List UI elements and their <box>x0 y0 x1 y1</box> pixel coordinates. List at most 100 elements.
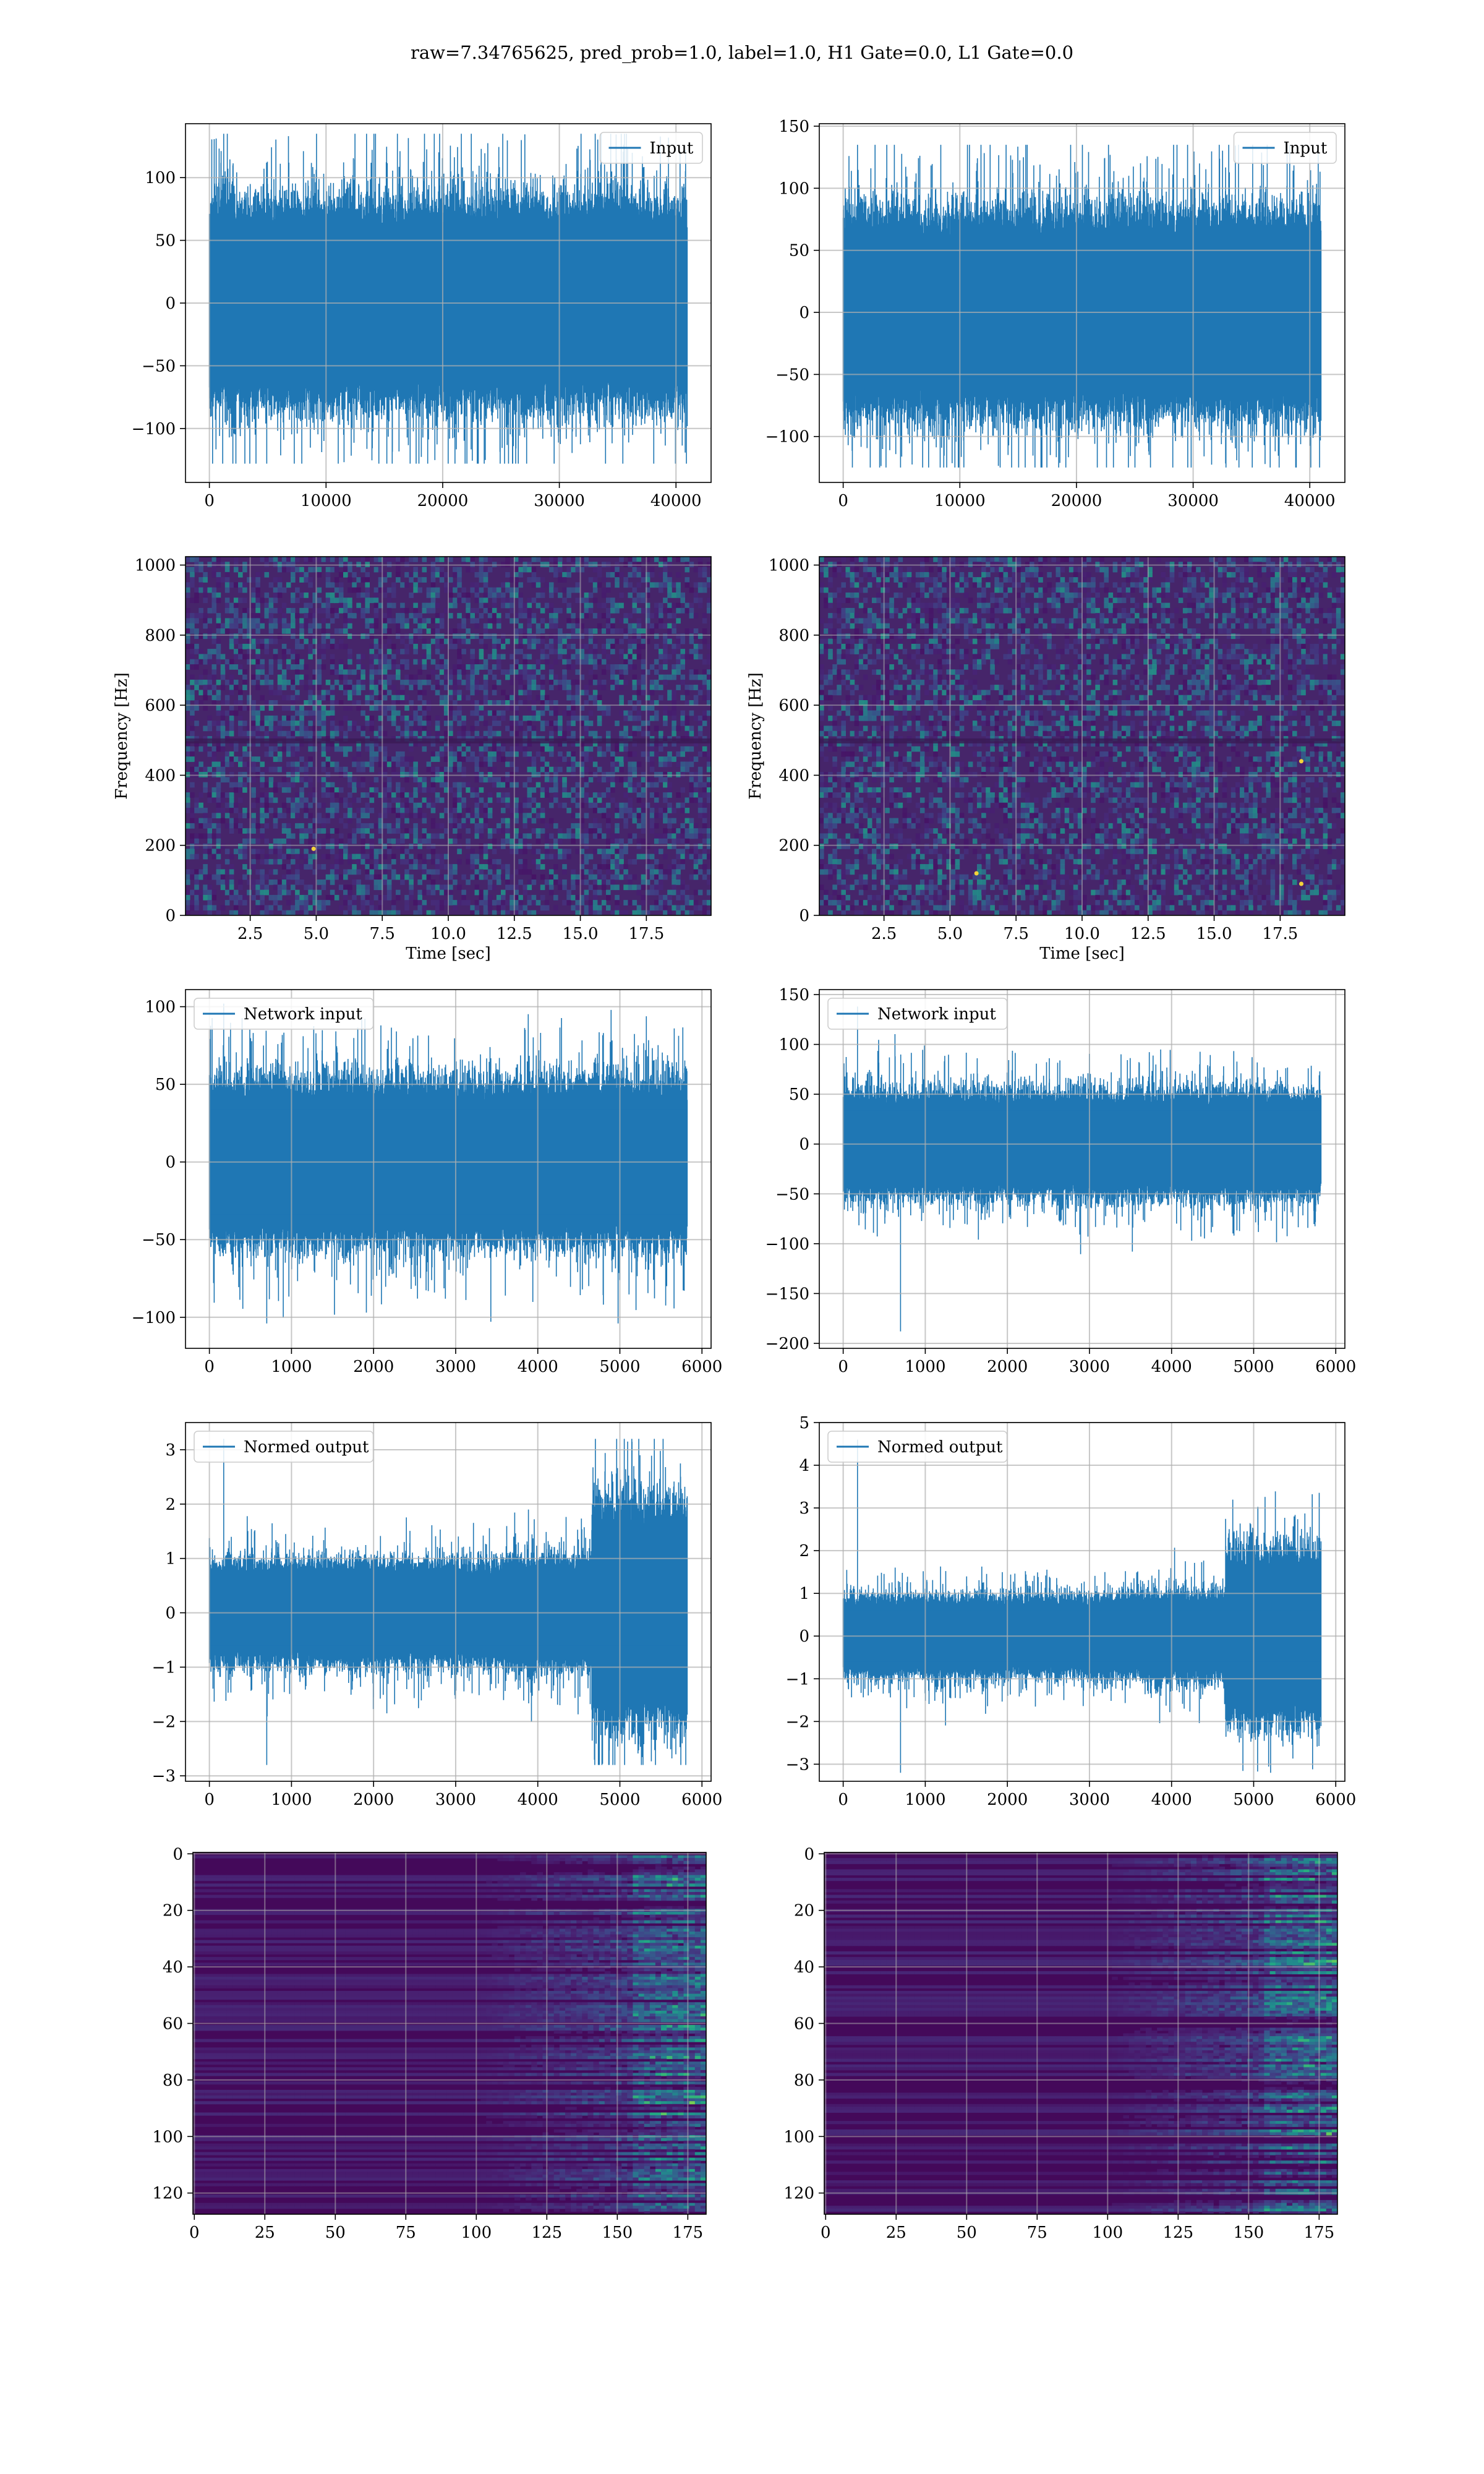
heatmap-cell <box>845 593 851 598</box>
heatmap-cell <box>417 618 422 624</box>
heatmap-cell <box>706 782 712 788</box>
heatmap-cell <box>352 854 357 860</box>
heatmap-cell <box>571 751 576 757</box>
heatmap-cell <box>400 808 405 813</box>
heatmap-cell <box>264 638 270 644</box>
heatmap-cell <box>461 721 466 726</box>
heatmap-cell <box>702 721 707 726</box>
heatmap-cell <box>461 623 466 629</box>
heatmap-cell <box>356 766 361 773</box>
heatmap-cell <box>338 587 344 593</box>
heatmap-cell <box>654 838 659 844</box>
heatmap-cell <box>338 664 344 670</box>
heatmap-cell <box>373 623 379 629</box>
heatmap-cell <box>457 597 462 604</box>
heatmap-cell <box>636 593 642 598</box>
heatmap-cell <box>824 679 829 685</box>
heatmap-cell <box>277 889 283 896</box>
heatmap-cell <box>584 894 589 901</box>
heatmap-cell <box>365 587 370 593</box>
heatmap-cell <box>584 730 589 737</box>
heatmap-cell <box>211 633 217 640</box>
heatmap-cell <box>291 772 296 777</box>
heatmap-cell <box>540 854 545 860</box>
heatmap-cell <box>514 844 519 849</box>
heatmap-cell <box>706 838 712 844</box>
heatmap-cell <box>819 864 824 870</box>
heatmap-cell <box>207 607 212 614</box>
heatmap-cell <box>628 571 633 578</box>
heatmap-cell <box>841 905 846 911</box>
heatmap-cell <box>268 849 274 855</box>
heatmap-cell <box>676 864 681 870</box>
heatmap-cell <box>588 710 594 716</box>
heatmap-cell <box>224 823 230 829</box>
heatmap-cell <box>186 623 190 629</box>
heatmap-cell <box>242 751 247 757</box>
heatmap-cell <box>667 802 672 808</box>
heatmap-cell <box>413 900 418 905</box>
heatmap-cell <box>632 674 638 680</box>
heatmap-cell <box>435 679 440 685</box>
heatmap-cell <box>439 813 445 819</box>
heatmap-cell <box>453 838 458 844</box>
heatmap-cell <box>348 854 352 860</box>
heatmap-cell <box>693 905 699 911</box>
heatmap-cell <box>531 571 537 578</box>
heatmap-cell <box>632 761 638 768</box>
heatmap-cell <box>203 705 208 711</box>
heatmap-cell <box>242 828 247 834</box>
heatmap-cell <box>430 685 436 690</box>
heatmap-cell <box>548 751 554 757</box>
heatmap-cell <box>588 854 594 860</box>
heatmap-cell <box>566 664 571 670</box>
heatmap-cell <box>667 593 672 598</box>
heatmap-cell <box>483 900 488 905</box>
heatmap-cell <box>544 700 550 706</box>
heatmap-cell <box>194 685 199 690</box>
heatmap-cell <box>207 894 212 901</box>
heatmap-cell <box>378 567 383 573</box>
heatmap-cell <box>514 577 519 583</box>
heatmap-cell <box>304 761 309 768</box>
heatmap-cell <box>702 685 707 690</box>
heatmap-cell <box>619 756 624 762</box>
heatmap-cell <box>435 623 440 629</box>
heatmap-cell <box>304 685 309 690</box>
heatmap-cell <box>824 772 829 777</box>
heatmap-cell <box>628 797 633 803</box>
heatmap-cell <box>527 869 532 875</box>
heatmap-cell <box>247 766 252 773</box>
heatmap-cell <box>663 623 668 629</box>
heatmap-cell <box>592 894 598 901</box>
heatmap-cell <box>286 787 291 793</box>
heatmap-cell <box>308 844 313 849</box>
heatmap-cell <box>435 674 440 680</box>
heatmap-cell <box>194 633 199 640</box>
heatmap-cell <box>819 710 824 716</box>
heatmap-cell <box>672 905 676 911</box>
heatmap-cell <box>819 730 824 737</box>
heatmap-cell <box>360 654 365 660</box>
heatmap-cell <box>496 664 501 670</box>
heatmap-cell <box>558 685 563 690</box>
heatmap-cell <box>659 808 663 813</box>
heatmap-cell <box>819 587 824 593</box>
heatmap-cell <box>343 628 348 634</box>
heatmap-cell <box>628 813 633 819</box>
heatmap-cell <box>304 623 309 629</box>
heatmap-cell <box>837 808 842 813</box>
heatmap-cell <box>632 715 638 721</box>
heatmap-cell <box>667 864 672 870</box>
heatmap-cell <box>194 628 199 634</box>
heatmap-cell <box>203 618 208 624</box>
heatmap-cell <box>689 726 694 732</box>
heatmap-cell <box>448 823 453 829</box>
heatmap-cell <box>396 577 401 583</box>
heatmap-cell <box>391 705 396 711</box>
heatmap-cell <box>680 597 685 604</box>
heatmap-cell <box>198 869 203 875</box>
heatmap-cell <box>461 772 466 777</box>
heatmap-cell <box>348 813 352 819</box>
heatmap-cell <box>858 587 864 593</box>
